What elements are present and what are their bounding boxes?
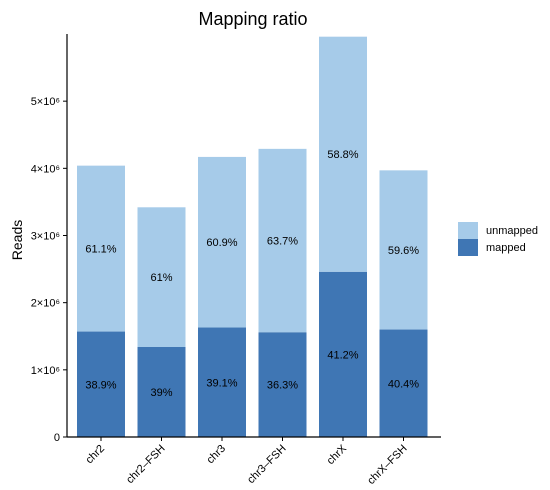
x-axis: chr2 chr2–FSH chr3 chr3–FSH chrX chrX–FSH [83,437,410,487]
x-tick-label: chrX [325,442,350,467]
bar-unmapped [379,170,428,330]
chart-title: Mapping ratio [198,9,307,29]
data-label-mapped: 39% [150,387,172,399]
y-axis-label: Reads [9,220,25,260]
y-tick-label: 0 [54,432,60,444]
data-label-unmapped: 58.8% [327,149,358,161]
data-label-mapped: 36.3% [267,380,298,392]
data-label-unmapped: 61% [150,272,172,284]
bar-unmapped [77,165,125,332]
bar-mapped [137,346,186,437]
data-label-mapped: 38.9% [85,379,116,391]
y-tick-label: 4×10⁶ [31,163,60,175]
x-tick-label: chrX–FSH [365,443,409,487]
legend-label-unmapped: unmapped [486,225,538,237]
data-label-unmapped: 60.9% [206,237,237,249]
bar-unmapped [137,207,186,347]
y-tick-label: 2×10⁶ [31,298,60,310]
bar-mapped [379,329,428,437]
data-label-unmapped: 59.6% [388,245,419,257]
x-tick-label: chr3 [204,443,228,467]
y-axis: 0 1×10⁶ 2×10⁶ 3×10⁶ 4×10⁶ 5×10⁶ [31,96,67,444]
bar-unmapped [258,148,307,333]
data-label-unmapped: 63.7% [267,236,298,248]
bar-mapped [77,331,125,437]
legend-swatch-unmapped [458,222,478,239]
bar-unmapped [319,36,367,272]
data-label-mapped: 39.1% [206,377,237,389]
bar-mapped [258,332,307,437]
y-tick-label: 1×10⁶ [31,365,60,377]
x-tick-label: chr2–FSH [124,443,168,487]
bar-unmapped [198,156,246,328]
data-label-mapped: 40.4% [388,378,419,390]
bar-mapped [198,327,246,437]
x-tick-label: chr3–FSH [245,443,289,487]
data-label-mapped: 41.2% [327,349,358,361]
y-tick-label: 5×10⁶ [31,96,60,108]
legend: unmapped mapped [458,222,538,256]
x-tick-label: chr2 [83,443,107,467]
legend-swatch-mapped [458,239,478,256]
y-tick-label: 3×10⁶ [31,231,60,243]
bar-mapped [319,271,367,437]
data-label-unmapped: 61.1% [85,244,116,256]
bars: 38.9% 61.1% 39% 61% 39.1% 60.9% 36.3% 63.7% 41.2… [67,36,441,438]
legend-label-mapped: mapped [486,242,526,254]
